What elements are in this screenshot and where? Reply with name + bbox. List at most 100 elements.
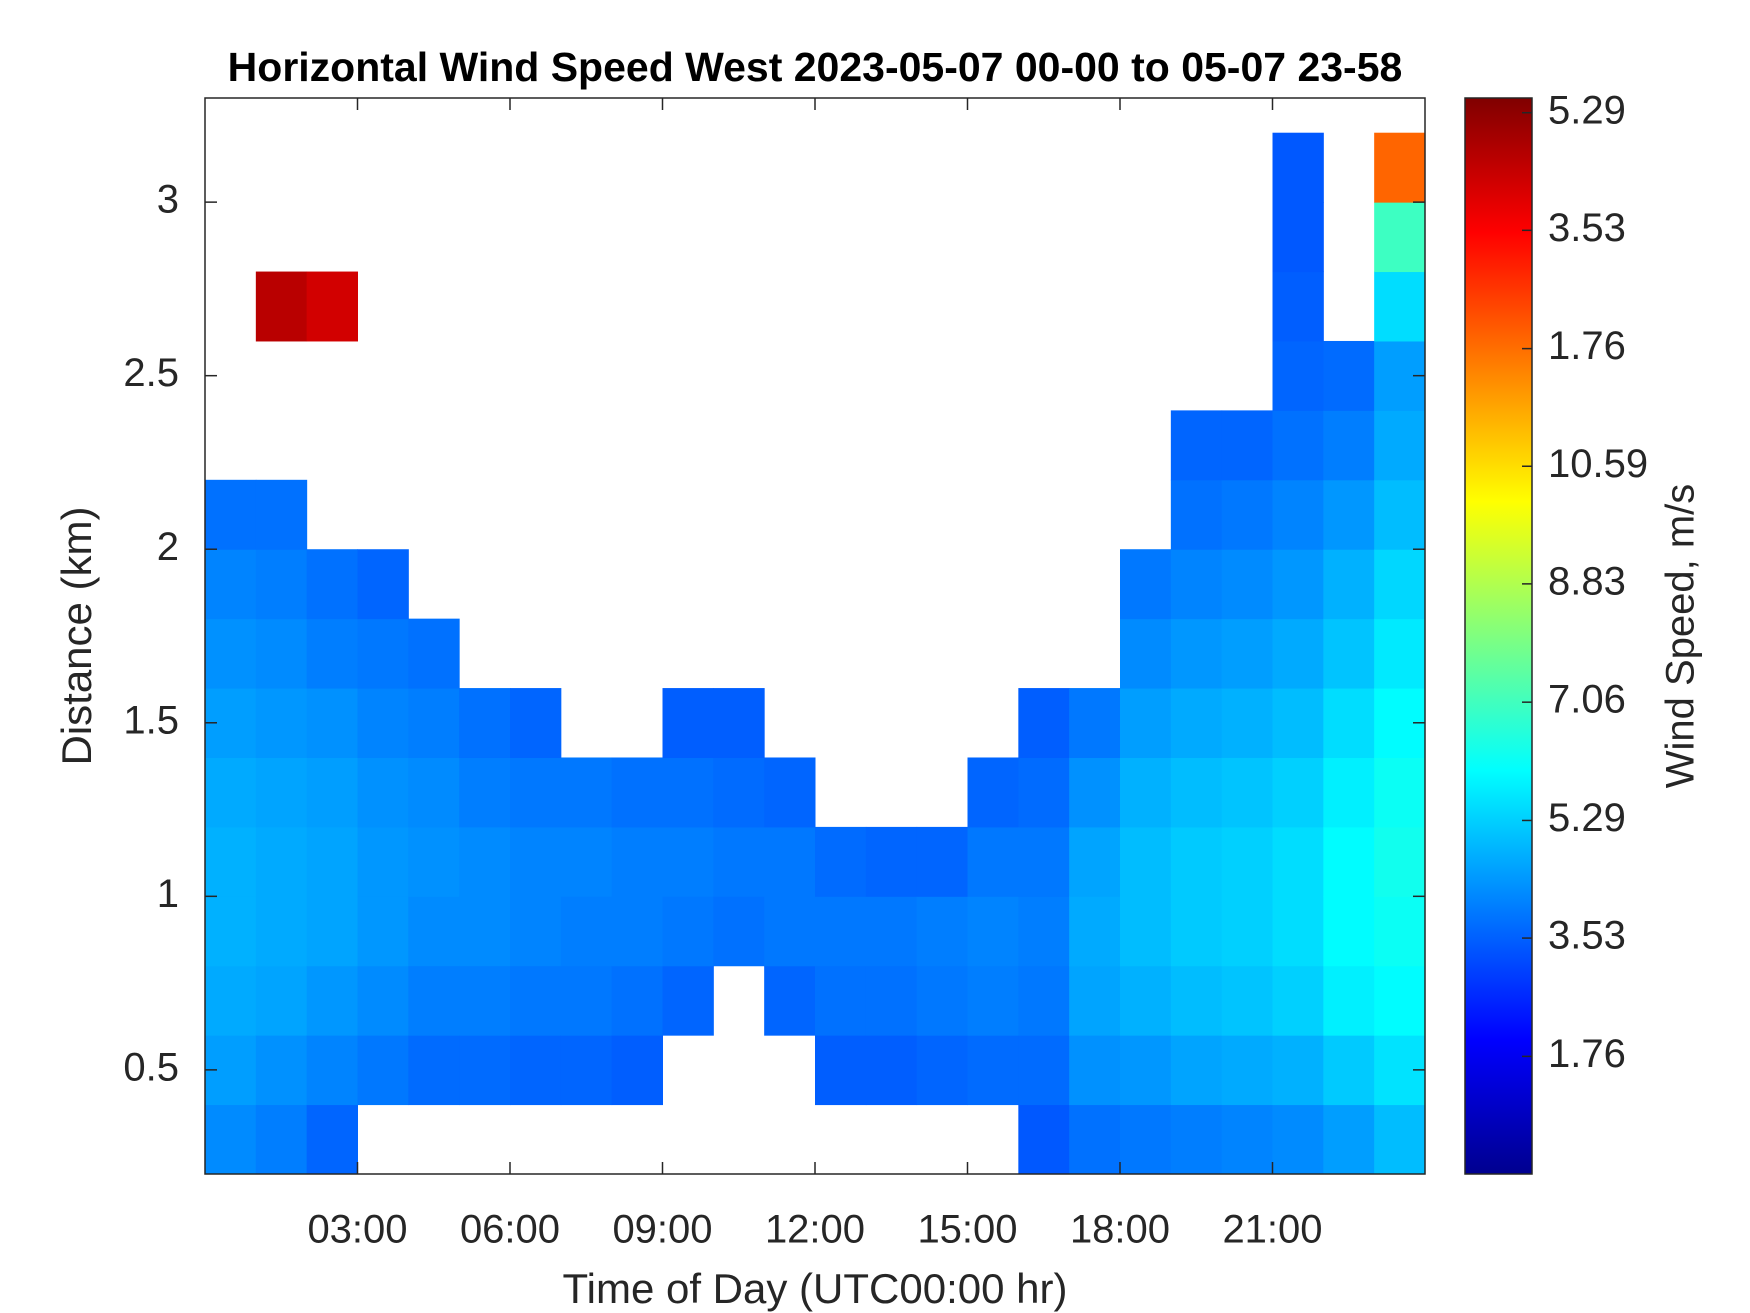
heatmap (205, 132, 1426, 1175)
heat-cell (1221, 757, 1273, 828)
heat-cell (1120, 757, 1172, 828)
heat-cell (1272, 896, 1324, 967)
heat-cell (764, 965, 816, 1036)
heat-cell (306, 757, 358, 828)
heat-cell (1374, 132, 1426, 203)
heat-cell (1374, 965, 1426, 1036)
y-tick-label: 0.5 (123, 1045, 179, 1089)
heat-cell (510, 826, 562, 897)
heat-cell (1069, 826, 1121, 897)
heat-cell (459, 826, 511, 897)
heat-cell (1221, 965, 1273, 1036)
colorbar-tick-label: 10.59 (1548, 442, 1648, 486)
heat-cell (865, 896, 918, 967)
heat-cell (459, 896, 511, 967)
heat-cell (611, 896, 663, 967)
heat-cell (1069, 688, 1121, 758)
heat-cell (408, 896, 460, 967)
heat-cell (1069, 757, 1121, 828)
heat-cell (408, 826, 460, 897)
heat-cell (205, 757, 257, 828)
heat-cell (306, 618, 358, 689)
heat-cell (1374, 410, 1426, 481)
heat-cell (306, 965, 358, 1036)
heat-cell (510, 965, 562, 1036)
heat-cell (255, 1035, 308, 1106)
heat-cell (408, 688, 460, 758)
heat-cell (357, 618, 409, 689)
x-tick-label: 12:00 (765, 1208, 865, 1252)
y-tick-label: 1 (157, 872, 179, 916)
x-tick-label: 06:00 (460, 1208, 560, 1252)
heat-cell (815, 965, 867, 1036)
heat-cell (1374, 826, 1426, 897)
heat-cell (459, 757, 511, 828)
y-tick-label: 2.5 (123, 351, 179, 395)
heat-cell (1323, 340, 1375, 411)
heat-cell (1272, 1035, 1324, 1106)
heat-cell (205, 965, 257, 1036)
heat-cell (459, 1035, 511, 1106)
y-tick-label: 3 (157, 178, 179, 222)
heat-cell (1221, 479, 1273, 550)
heat-cell (1120, 1035, 1172, 1106)
heat-cell (713, 826, 765, 897)
heat-cell (1323, 549, 1375, 620)
heat-cell (1272, 271, 1324, 342)
heat-cell (205, 479, 257, 550)
heat-cell (662, 757, 714, 828)
heat-cell (764, 896, 816, 967)
heat-cell (1221, 896, 1273, 967)
colorbar-tick-label: 3.53 (1548, 914, 1626, 958)
heat-cell (662, 896, 714, 967)
heat-cell (1323, 410, 1375, 481)
heat-cell (1221, 410, 1273, 481)
heat-cell (1323, 1104, 1375, 1175)
heat-cell (1221, 688, 1273, 758)
colorbar-tick-label: 7.06 (1548, 678, 1626, 722)
heat-cell (357, 757, 409, 828)
heat-cell (1170, 826, 1223, 897)
heat-cell (662, 826, 714, 897)
heat-cell (865, 965, 918, 1036)
heat-cell (306, 549, 358, 620)
heat-cell (967, 896, 1019, 967)
heat-cell (1120, 896, 1172, 967)
heat-cell (815, 896, 867, 967)
heat-cell (255, 271, 308, 342)
heat-cell (1170, 965, 1223, 1036)
heat-cell (1018, 826, 1070, 897)
heat-cell (1018, 965, 1070, 1036)
heat-cell (662, 688, 714, 758)
heat-cell (815, 826, 867, 897)
heat-cell (306, 688, 358, 758)
heat-cell (255, 896, 308, 967)
heat-cell (306, 271, 358, 342)
heat-cell (865, 826, 918, 897)
heat-cell (459, 965, 511, 1036)
heat-cell (1323, 965, 1375, 1036)
heat-cell (255, 618, 308, 689)
heat-cell (967, 965, 1019, 1036)
heat-cell (611, 965, 663, 1036)
heat-cell (1170, 549, 1223, 620)
colorbar (1464, 97, 1533, 1175)
heat-cell (408, 965, 460, 1036)
heat-cell (1069, 1035, 1121, 1106)
heat-cell (662, 965, 714, 1036)
heat-cell (1120, 965, 1172, 1036)
heat-cell (1221, 1104, 1273, 1175)
heat-cell (255, 479, 308, 550)
heat-cell (205, 896, 257, 967)
heat-cell (916, 1035, 968, 1106)
heat-cell (1069, 965, 1121, 1036)
heat-cell (1272, 132, 1324, 203)
heat-cell (1069, 1104, 1121, 1175)
x-tick-label: 18:00 (1070, 1208, 1170, 1252)
heat-cell (1272, 688, 1324, 758)
heat-cell (1374, 202, 1426, 273)
heat-cell (306, 896, 358, 967)
heat-cell (764, 757, 816, 828)
heat-cell (459, 688, 511, 758)
heat-cell (357, 1035, 409, 1106)
